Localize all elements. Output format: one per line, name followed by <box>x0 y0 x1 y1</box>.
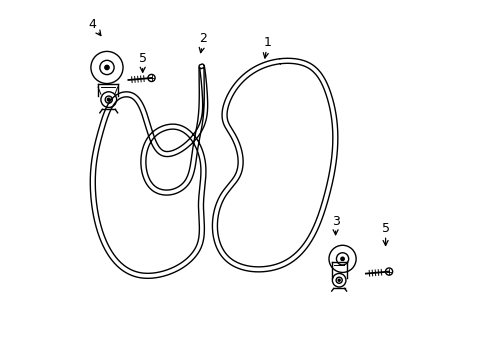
Circle shape <box>340 257 344 261</box>
Text: 5: 5 <box>381 222 389 246</box>
Text: 3: 3 <box>331 215 339 235</box>
Text: 4: 4 <box>88 18 101 36</box>
Circle shape <box>104 65 109 69</box>
Text: 5: 5 <box>139 52 146 72</box>
Text: 1: 1 <box>263 36 271 58</box>
Circle shape <box>338 279 340 281</box>
Text: 2: 2 <box>199 32 207 53</box>
Circle shape <box>107 98 110 101</box>
